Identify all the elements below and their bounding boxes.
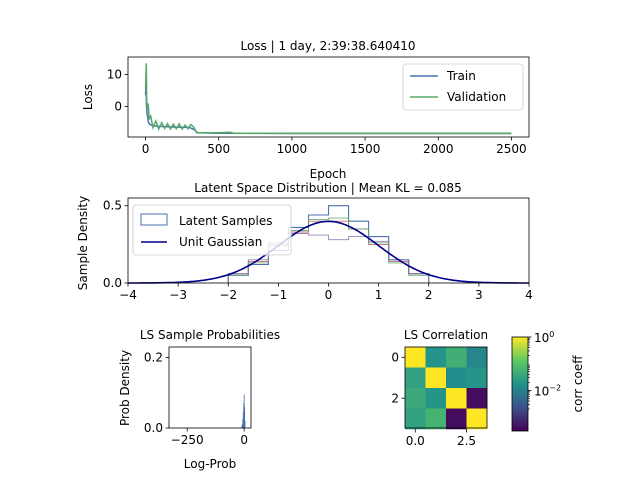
loss-xtick-label: 500	[207, 142, 230, 156]
logprob-xtick-label: −250	[171, 433, 204, 447]
latent-xtick-label: 4	[525, 288, 533, 302]
correlation-panel: LS Correlation 0.0 2.5 0 2 100 10−2 corr coe…	[391, 328, 585, 448]
correlation-xtick-label: 0.0	[406, 434, 425, 448]
latent-xtick-label: −2	[219, 288, 237, 302]
latent-xtick-label: 0	[325, 288, 333, 302]
logprob-bar	[242, 419, 244, 428]
latent-xtick-label: 2	[425, 288, 433, 302]
logprob-axes	[168, 346, 252, 429]
logprob-bar	[242, 412, 244, 428]
colorbar: 100 10−2 corr coeff	[511, 330, 585, 432]
loss-ytick-label: 0	[114, 100, 122, 114]
unit-gaussian-line	[128, 220, 529, 284]
latent-ytick-label: 0.5	[103, 199, 122, 213]
correlation-cell	[425, 347, 447, 368]
logprob-ticks: −250 0 0.0 0.2	[144, 351, 248, 447]
loss-xtick-label: 2000	[423, 142, 454, 156]
correlation-cell	[405, 388, 426, 409]
logprob-ylabel: Prob Density	[118, 350, 132, 426]
correlation-cell	[466, 388, 488, 409]
loss-panel: Loss | 1 day, 2:39:38.640410 0 500 1000 150…	[81, 39, 530, 181]
latent-xtick-label: −4	[119, 288, 137, 302]
latent-panel: Latent Space Distribution | Mean KL = 0.…	[76, 181, 533, 302]
loss-xtick-label: 1000	[277, 142, 308, 156]
correlation-title: LS Correlation	[404, 328, 488, 342]
loss-ticks: 0 500 1000 1500 2000 2500 10 0	[107, 68, 527, 156]
loss-legend-validation-label: Validation	[447, 90, 506, 104]
logprob-ytick-label: 0.2	[144, 351, 163, 365]
unit-gaussian-curve	[128, 220, 529, 284]
colorbar-tick-label: 10−2	[534, 383, 561, 398]
latent-histogram-2	[227, 217, 430, 283]
colorbar-gradient	[511, 336, 529, 432]
correlation-cell	[405, 347, 426, 368]
logprob-xtick-label: 0	[240, 433, 248, 447]
loss-xtick-label: 0	[142, 142, 150, 156]
latent-legend-box	[132, 204, 292, 256]
loss-xlabel: Epoch	[310, 167, 347, 181]
latent-legend-samples-label: Latent Samples	[179, 214, 273, 228]
correlation-heatmap	[405, 347, 488, 430]
correlation-ticks: 0.0 2.5 0 2	[391, 350, 476, 448]
correlation-axes	[404, 346, 488, 429]
correlation-cell	[425, 408, 447, 430]
latent-title: Latent Space Distribution | Mean KL = 0.…	[194, 181, 461, 195]
loss-ytick-label: 10	[107, 68, 122, 82]
logprob-ytick-label: 0.0	[144, 421, 163, 435]
logprob-bar	[243, 403, 245, 428]
loss-axes	[127, 56, 530, 138]
colorbar-tick-label: 100	[534, 330, 554, 345]
correlation-cell	[405, 408, 426, 430]
logprob-bar	[241, 426, 243, 428]
latent-xtick-label: −3	[169, 288, 187, 302]
correlation-ytick-label: 2	[391, 391, 399, 405]
loss-lines	[144, 63, 512, 135]
colorbar-label: corr coeff	[571, 355, 585, 413]
latent-ytick-label: 0.0	[103, 276, 122, 290]
correlation-cell	[466, 367, 488, 389]
correlation-cell	[446, 347, 467, 368]
correlation-ytick-label: 0	[391, 350, 399, 364]
logprob-bar	[244, 421, 246, 428]
loss-series-line-1	[144, 63, 512, 134]
logprob-bar	[243, 394, 245, 428]
logprob-xlabel: Log-Prob	[184, 457, 236, 471]
loss-legend-train-label: Train	[446, 69, 476, 83]
latent-xtick-label: 1	[375, 288, 383, 302]
loss-xtick-label: 2500	[496, 142, 527, 156]
correlation-xtick-label: 2.5	[457, 434, 476, 448]
correlation-cell	[446, 408, 467, 430]
correlation-cell	[466, 408, 488, 430]
logprob-bars	[241, 394, 246, 428]
correlation-cell	[446, 367, 467, 389]
latent-legend-samples-swatch	[140, 213, 168, 226]
logprob-bar	[241, 423, 243, 428]
logprob-title: LS Sample Probabilities	[140, 328, 280, 342]
loss-ylabel: Loss	[81, 84, 95, 110]
colorbar-ticks: 100 10−2	[528, 330, 561, 410]
correlation-cell	[425, 388, 447, 409]
latent-xtick-label: −1	[270, 288, 288, 302]
latent-legend: Latent Samples Unit Gaussian	[132, 204, 292, 256]
latent-legend-gaussian-label: Unit Gaussian	[179, 235, 262, 249]
loss-xtick-label: 1500	[350, 142, 381, 156]
latent-ticks: −4 −3 −2 −1 0 1 2 3 4 0.0 0.5	[103, 199, 533, 302]
loss-title: Loss | 1 day, 2:39:38.640410	[240, 39, 415, 53]
correlation-cell	[405, 367, 426, 389]
loss-legend: Train Validation	[402, 63, 524, 111]
logprob-bar	[244, 406, 246, 428]
correlation-cell	[446, 388, 467, 409]
correlation-cell	[425, 367, 447, 389]
logprob-panel: LS Sample Probabilities −250 0 0.0 0.2 Log-…	[118, 328, 280, 471]
correlation-cell	[466, 347, 488, 368]
latent-xtick-label: 3	[475, 288, 483, 302]
latent-ylabel: Sample Density	[76, 196, 90, 290]
